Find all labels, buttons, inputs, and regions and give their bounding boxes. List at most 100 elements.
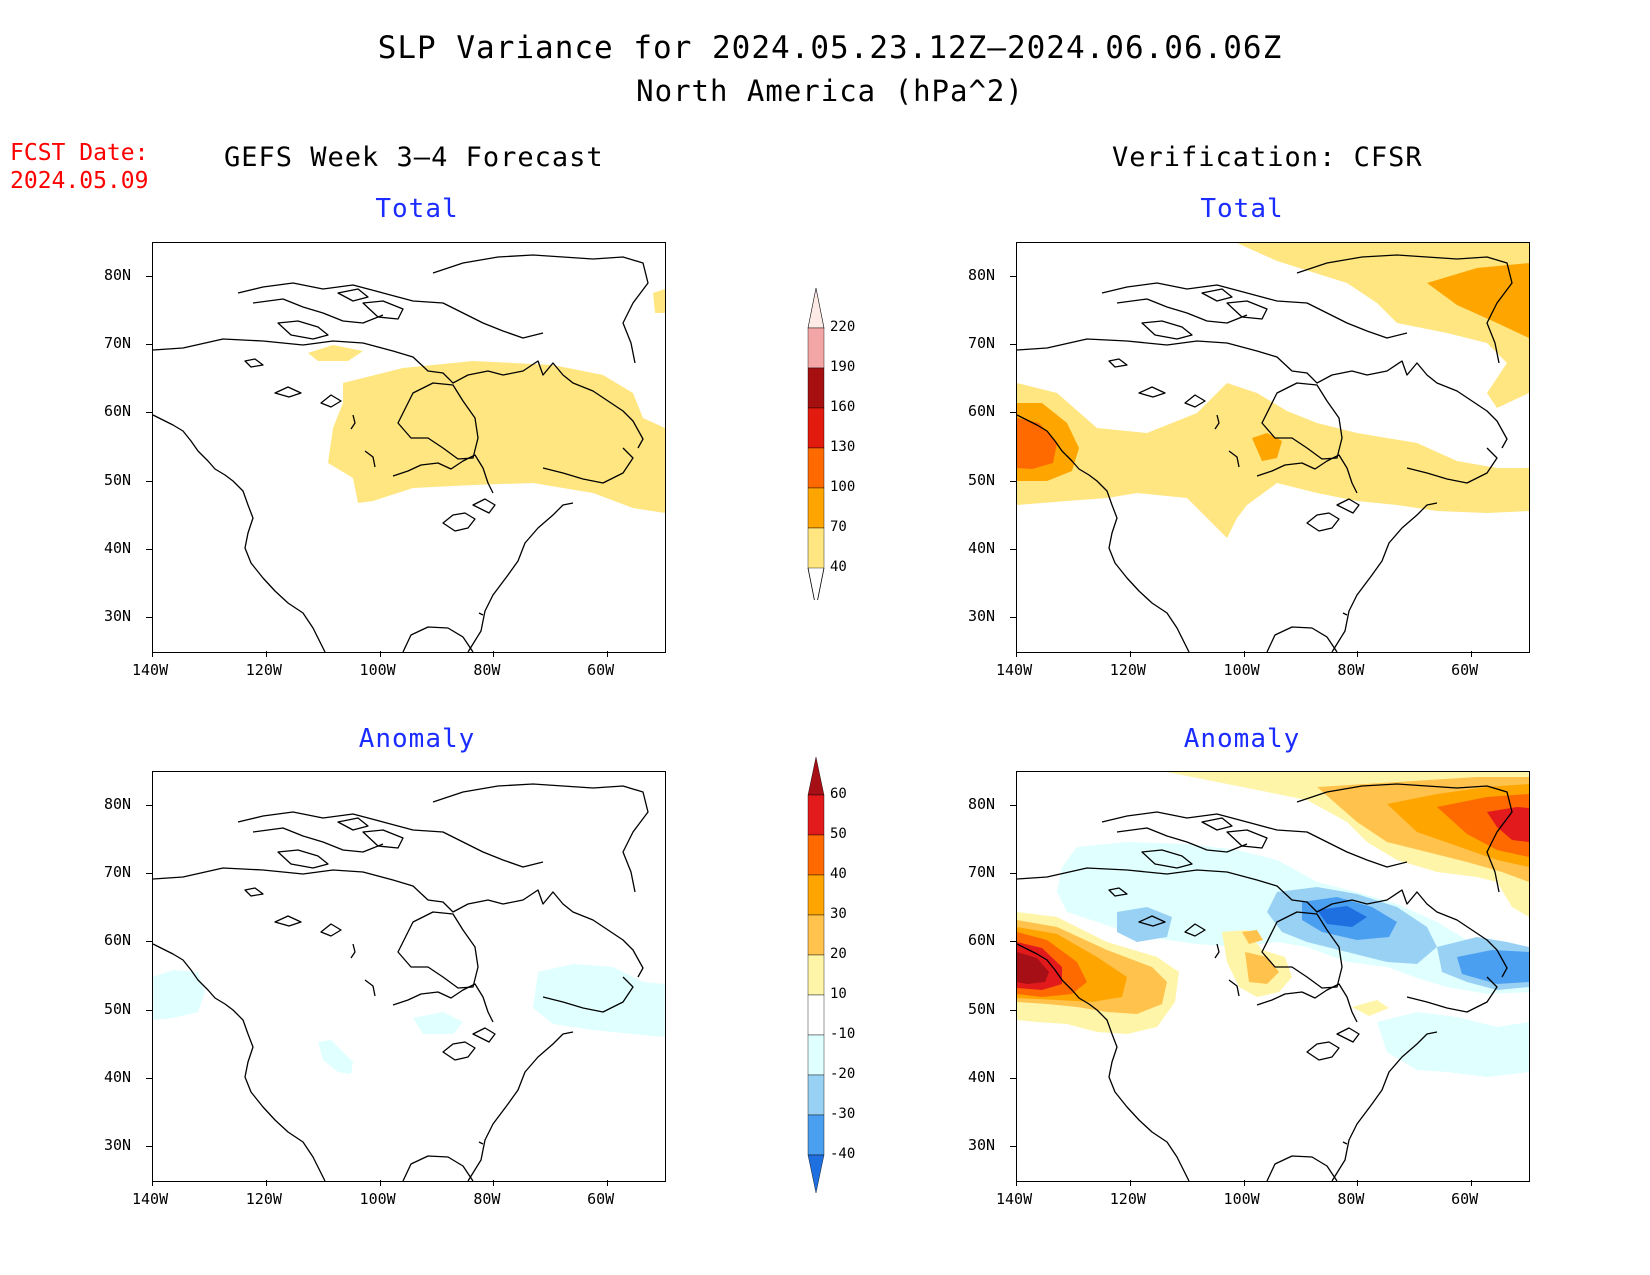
verification-total-lon-tick-mark: [1357, 651, 1359, 657]
forecast-anomaly-lat-tick-label: 40N: [104, 1067, 132, 1086]
verification-anomaly-title: Anomaly: [1183, 724, 1301, 754]
verification-column-title: Verification: CFSR: [1112, 142, 1423, 173]
forecast-total-lon-tick-mark: [607, 651, 609, 657]
forecast-anomaly-lon-tick-label: 60W: [587, 1190, 615, 1208]
verification-anomaly-lon-tick-label: 100W: [1223, 1190, 1260, 1208]
forecast-total-lat-tick-mark: [146, 276, 152, 278]
verification-total-lat-tick-mark: [1010, 548, 1016, 550]
verification-anomaly-lon-tick-label: 120W: [1109, 1190, 1146, 1208]
verification-total-map: [1016, 242, 1530, 653]
forecast-anom-shade-neg10-west: [153, 970, 205, 1020]
verification-anomaly-lat-tick-mark: [1010, 873, 1016, 875]
forecast-anomaly-lat-tick-mark: [146, 805, 152, 807]
verification-anomaly-lat-tick-mark: [1010, 805, 1016, 807]
map-subtitle: North America (hPa^2): [636, 74, 1024, 108]
forecast-anomaly-lon-tick-mark: [152, 1180, 153, 1186]
anomaly-colorbar-label: 60: [830, 786, 847, 802]
total-colorbar-label: 130: [830, 439, 856, 455]
verification-anomaly-lat-tick-label: 30N: [968, 1135, 996, 1154]
total-colorbar-label: 160: [830, 399, 856, 415]
verification-total-lon-tick-mark: [1129, 651, 1131, 657]
forecast-anomaly-lat-tick-mark: [146, 941, 152, 943]
forecast-anomaly-title: Anomaly: [358, 724, 476, 754]
anomaly-colorbar-label: -40: [830, 1146, 856, 1162]
forecast-anomaly-lat-tick-label: 70N: [104, 863, 132, 882]
total-colorbar-top-arrow: [807, 287, 825, 329]
forecast-anomaly-lat-tick-mark: [146, 873, 152, 875]
fcst-date-value: 2024.05.09: [10, 168, 149, 194]
forecast-anomaly-lon-tick-mark: [265, 1180, 267, 1186]
verif-anom-shade-neg30-east: [1457, 950, 1529, 984]
forecast-total-lat-tick-mark: [146, 616, 152, 618]
forecast-anomaly-lat-tick-label: 50N: [104, 999, 132, 1018]
forecast-anomaly-lat-tick-mark: [146, 1145, 152, 1147]
anomaly-colorbar-segment: [807, 914, 825, 956]
forecast-total-lat-tick-label: 40N: [104, 538, 132, 557]
forecast-total-title: Total: [375, 194, 459, 224]
fcst-date-label: FCST Date:: [10, 140, 149, 166]
verification-total-lon-tick-mark: [1243, 651, 1245, 657]
verification-total-lon-tick-label: 80W: [1337, 661, 1365, 679]
forecast-anomaly-lon-tick-label: 140W: [132, 1190, 169, 1208]
anomaly-colorbar-segment: [807, 994, 825, 1036]
verification-anomaly-lat-tick-mark: [1010, 1145, 1016, 1147]
forecast-total-lat-tick-label: 50N: [104, 470, 132, 489]
verification-anomaly-lat-tick-mark: [1010, 1077, 1016, 1079]
forecast-anom-shade-neg10-east: [533, 964, 665, 1037]
verification-total-lat-tick-mark: [1010, 616, 1016, 618]
anomaly-colorbar-label: -20: [830, 1066, 856, 1082]
forecast-column-title: GEFS Week 3–4 Forecast: [224, 142, 604, 173]
total-colorbar-label: 190: [830, 359, 856, 375]
verification-total-lat-tick-label: 80N: [968, 266, 996, 285]
forecast-anom-shade-neg10-south: [318, 1040, 353, 1074]
forecast-total-lon-tick-label: 120W: [245, 661, 282, 679]
main-title: SLP Variance for 2024.05.23.12Z–2024.06.…: [377, 30, 1283, 66]
verification-total-lon-tick-label: 140W: [996, 661, 1033, 679]
anomaly-colorbar-segment: [807, 794, 825, 836]
verif-anom-shade-pos20-small: [1242, 930, 1263, 944]
total-colorbar-label: 70: [830, 519, 847, 535]
verif-anom-shade-neg10-south: [1377, 1012, 1529, 1077]
verification-total-lat-tick-label: 30N: [968, 606, 996, 625]
total-colorbar: [807, 287, 825, 600]
verification-anomaly-lon-tick-label: 80W: [1337, 1190, 1365, 1208]
forecast-anomaly-lat-tick-mark: [146, 1077, 152, 1079]
verification-anomaly-lat-tick-label: 70N: [968, 863, 996, 882]
forecast-total-lon-tick-label: 100W: [359, 661, 396, 679]
verif-total-shade-100-west: [1017, 418, 1057, 469]
forecast-total-lat-tick-label: 30N: [104, 606, 132, 625]
verification-anomaly-lon-tick-mark: [1129, 1180, 1131, 1186]
verification-anomaly-lon-tick-mark: [1243, 1180, 1245, 1186]
forecast-total-lon-tick-label: 140W: [132, 661, 169, 679]
forecast-total-shade-40-b: [308, 345, 363, 361]
anomaly-colorbar: [807, 756, 825, 1194]
forecast-total-shade-40: [328, 361, 665, 513]
forecast-total-lat-tick-label: 70N: [104, 334, 132, 353]
total-colorbar-segment: [807, 527, 825, 569]
anomaly-colorbar-segment: [807, 1114, 825, 1156]
total-colorbar-segment: [807, 407, 825, 449]
verification-anomaly-lon-tick-mark: [1471, 1180, 1473, 1186]
verification-anomaly-lat-tick-label: 40N: [968, 1067, 996, 1086]
anomaly-colorbar-segment: [807, 834, 825, 876]
forecast-anomaly-lon-tick-label: 80W: [473, 1190, 501, 1208]
verification-anomaly-map: [1016, 771, 1530, 1182]
verification-total-lat-tick-label: 60N: [968, 402, 996, 421]
anomaly-colorbar-label: -10: [830, 1026, 856, 1042]
forecast-total-lon-tick-mark: [379, 651, 381, 657]
anomaly-colorbar-segment: [807, 1034, 825, 1076]
anomaly-colorbar-segment: [807, 1074, 825, 1116]
verif-anom-shade-neg20-west: [1117, 907, 1172, 942]
verification-anomaly-lon-tick-label: 140W: [996, 1190, 1033, 1208]
verification-total-lon-tick-label: 60W: [1451, 661, 1479, 679]
verification-total-lon-tick-mark: [1471, 651, 1473, 657]
verification-anomaly-lat-tick-label: 60N: [968, 931, 996, 950]
forecast-total-lat-tick-mark: [146, 480, 152, 482]
forecast-total-lon-tick-label: 60W: [587, 661, 615, 679]
forecast-anomaly-lon-tick-label: 120W: [245, 1190, 282, 1208]
anomaly-colorbar-segment: [807, 874, 825, 916]
forecast-anomaly-lat-tick-label: 80N: [104, 795, 132, 814]
total-colorbar-label: 220: [830, 319, 856, 335]
verification-anomaly-lat-tick-label: 50N: [968, 999, 996, 1018]
forecast-anomaly-lon-tick-mark: [607, 1180, 609, 1186]
